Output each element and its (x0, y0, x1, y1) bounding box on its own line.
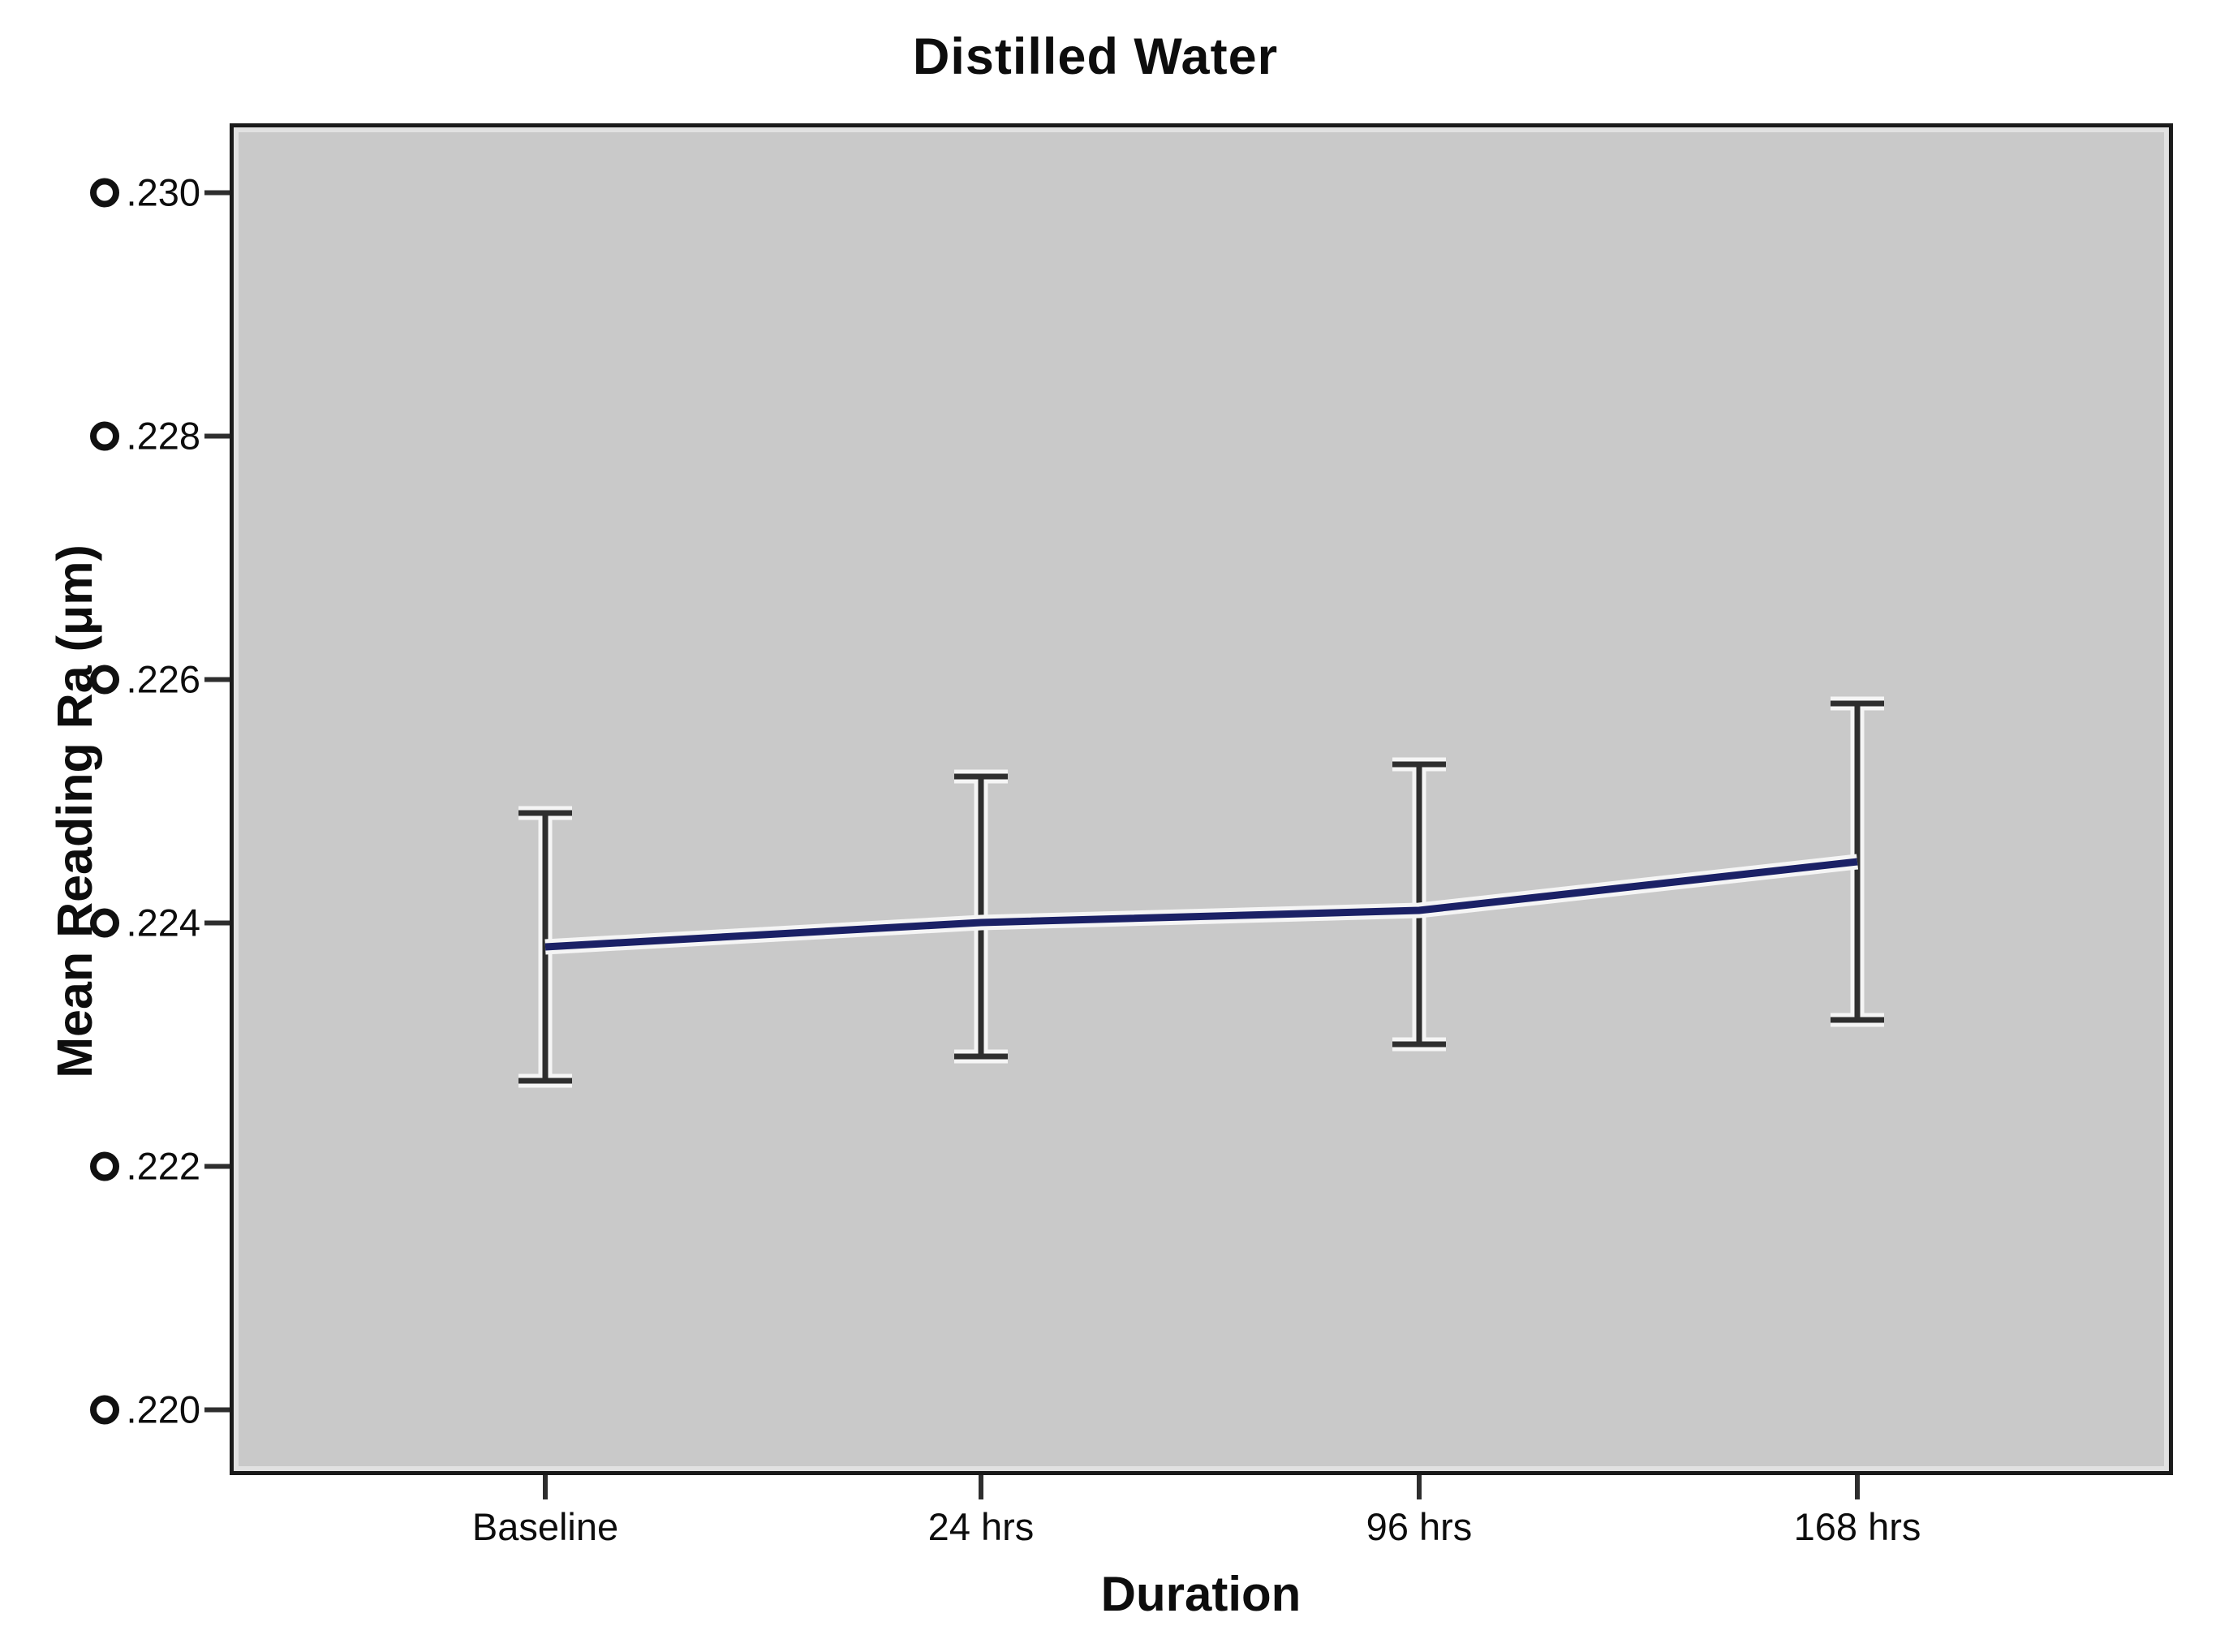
y-tick-mark (204, 1407, 230, 1412)
y-tick-label: .220 (126, 1387, 200, 1431)
y-axis-title: Mean Reading Ra (μm) (47, 544, 102, 1078)
y-tick-label: .230 (126, 170, 200, 214)
x-tick-mark (979, 1475, 983, 1499)
y-tick-mark (204, 433, 230, 438)
x-tick-label: 168 hrs (1793, 1505, 1921, 1548)
y-tick-row: .220 (0, 1391, 230, 1429)
y-tick-row: .224 (0, 904, 230, 942)
circle-marker-icon (89, 1395, 119, 1424)
x-axis-title: Duration (1100, 1567, 1302, 1621)
y-tick-label: .224 (126, 901, 200, 944)
x-tick-mark (1855, 1475, 1860, 1499)
y-tick-mark (204, 677, 230, 682)
y-tick-label: .226 (126, 657, 200, 701)
y-tick-label: .228 (126, 414, 200, 458)
x-tick-label: 96 hrs (1366, 1505, 1473, 1548)
x-tick-mark (543, 1475, 548, 1499)
circle-marker-icon (89, 421, 119, 450)
y-tick-row: .222 (0, 1147, 230, 1185)
plot-area (230, 123, 2173, 1475)
chart-title: Distilled Water (912, 28, 1279, 85)
y-tick-row: .230 (0, 174, 230, 212)
y-tick-mark (204, 190, 230, 195)
y-tick-mark (204, 920, 230, 925)
x-tick-mark (1417, 1475, 1422, 1499)
y-tick-row: .226 (0, 660, 230, 699)
circle-marker-icon (89, 1151, 119, 1181)
y-tick-label: .222 (126, 1144, 200, 1188)
circle-marker-icon (89, 665, 119, 694)
x-tick-label: 24 hrs (927, 1505, 1035, 1548)
y-tick-row: .228 (0, 417, 230, 455)
y-tick-mark (204, 1164, 230, 1168)
circle-marker-icon (89, 178, 119, 207)
x-tick-label: Baseline (471, 1505, 619, 1548)
circle-marker-icon (89, 908, 119, 937)
